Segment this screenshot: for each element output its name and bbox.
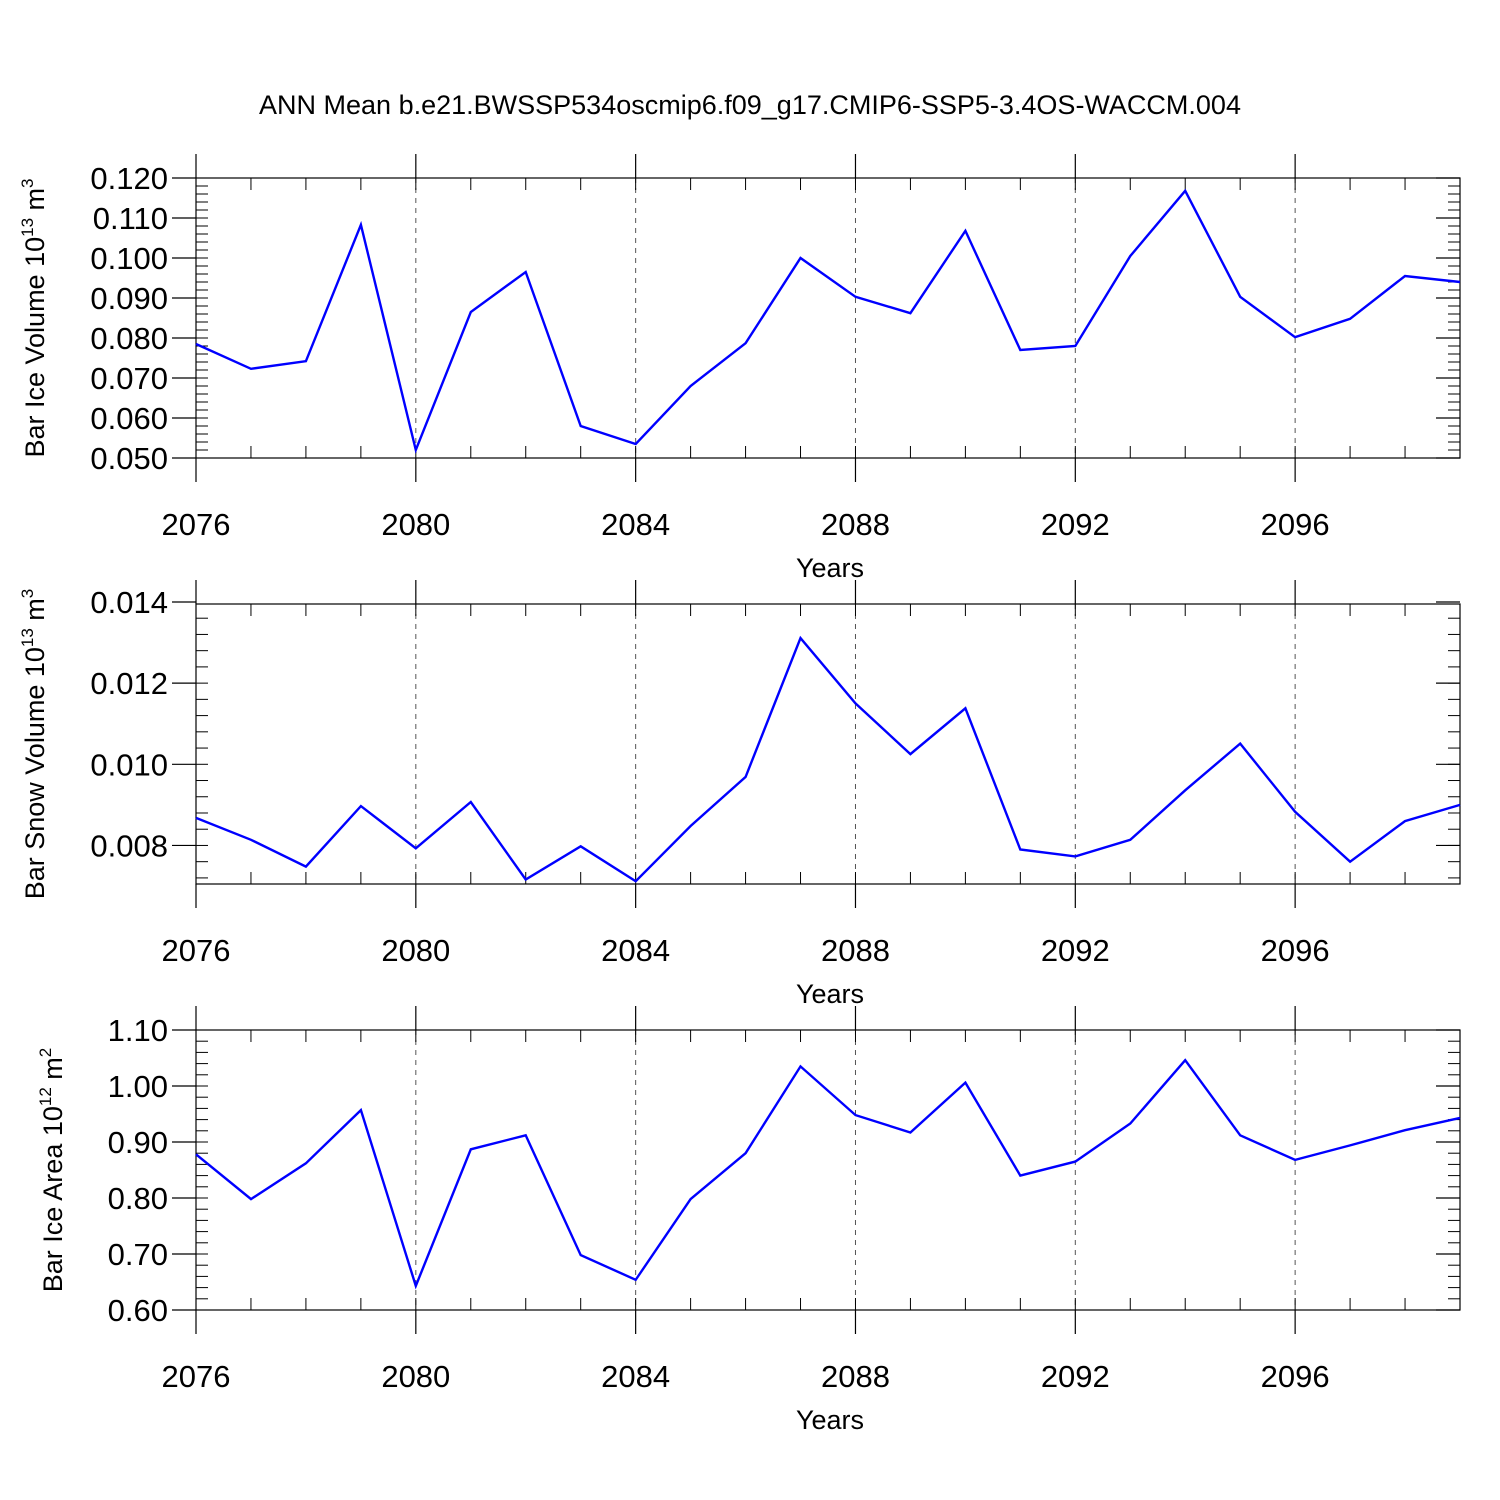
- y-tick-label: 0.70: [108, 1237, 168, 1272]
- y-axis-label-text: Bar Ice Volume 10: [20, 237, 50, 458]
- y-tick-label: 0.110: [93, 201, 168, 236]
- y-axis-label-superscript: 3: [18, 589, 37, 598]
- x-tick-label: 2080: [381, 933, 450, 968]
- y-tick-label: 0.060: [90, 401, 168, 436]
- y-tick-label: 1.00: [108, 1069, 168, 1104]
- y-axis-label-superscript: 3: [18, 178, 37, 187]
- x-tick-label: 2096: [1261, 1359, 1330, 1394]
- x-tick-label: 2080: [381, 507, 450, 542]
- y-tick-label: 0.80: [108, 1181, 168, 1216]
- y-axis-label-text: m: [38, 1057, 68, 1087]
- panel-2: 0.008 0.010 0.012 0.014 2076 2080 2084 2088 2092…: [18, 580, 1461, 1009]
- y-axis-label: Bar Snow Volume 1013 m3: [18, 589, 50, 900]
- y-axis-label-superscript: 2: [36, 1048, 55, 1057]
- y-axis-label: Bar Ice Volume 1013 m3: [18, 178, 50, 457]
- y-tick-label: 1.10: [108, 1013, 168, 1048]
- series-line: [195, 1058, 1461, 1290]
- panel-1: 0.050 0.060 0.070 0.080 0.090 0.100 0.110 0.120…: [18, 154, 1461, 583]
- y-tick-label: 0.90: [108, 1125, 168, 1160]
- x-tick-label: 2096: [1261, 507, 1330, 542]
- x-tick-label: 2084: [601, 933, 670, 968]
- y-axis-label-superscript: 13: [18, 218, 37, 237]
- y-axis-label-text: Bar Snow Volume 10: [20, 647, 50, 899]
- y-tick-label: 0.60: [108, 1293, 168, 1328]
- y-axis-label-text: m: [20, 598, 50, 628]
- x-tick-label: 2076: [162, 507, 231, 542]
- y-tick-label: 0.012: [90, 666, 168, 701]
- x-tick-label: 2092: [1041, 507, 1110, 542]
- x-tick-label: 2084: [601, 1359, 670, 1394]
- x-axis-label: Years: [796, 979, 864, 1009]
- y-tick-label: 0.100: [90, 241, 168, 276]
- x-tick-label: 2092: [1041, 933, 1110, 968]
- x-tick-label: 2096: [1261, 933, 1330, 968]
- y-axis-label-text: m: [20, 188, 50, 218]
- y-axis-label-text: Bar Ice Area 10: [38, 1106, 68, 1292]
- y-tick-label: 0.008: [90, 828, 168, 863]
- y-tick-label: 0.090: [90, 281, 168, 316]
- x-axis-label: Years: [796, 553, 864, 583]
- x-tick-label: 2084: [601, 507, 670, 542]
- chart-title: ANN Mean b.e21.BWSSP534oscmip6.f09_g17.C…: [259, 90, 1241, 120]
- y-tick-label: 0.120: [90, 161, 168, 196]
- x-tick-label: 2080: [381, 1359, 450, 1394]
- x-tick-label: 2076: [162, 933, 231, 968]
- x-tick-label: 2092: [1041, 1359, 1110, 1394]
- x-tick-label: 2088: [821, 507, 890, 542]
- x-tick-label: 2088: [821, 1359, 890, 1394]
- y-axis-label: Bar Ice Area 1012 m2: [36, 1048, 68, 1293]
- y-tick-label: 0.010: [90, 747, 168, 782]
- y-axis-label-superscript: 13: [18, 628, 37, 647]
- panels: 0.050 0.060 0.070 0.080 0.090 0.100 0.110 0.120…: [18, 154, 1461, 1435]
- series-line: [195, 188, 1461, 454]
- y-axis-label-superscript: 12: [36, 1087, 55, 1106]
- y-tick-label: 0.080: [90, 321, 168, 356]
- panel-3: 0.60 0.70 0.80 0.90 1.00 1.10 2076 2080 2084 2088…: [36, 1006, 1461, 1435]
- y-tick-label: 0.070: [90, 361, 168, 396]
- y-tick-label: 0.014: [90, 585, 168, 620]
- x-tick-label: 2088: [821, 933, 890, 968]
- plot-frame: [195, 603, 1461, 885]
- x-tick-label: 2076: [162, 1359, 231, 1394]
- x-axis-label: Years: [796, 1405, 864, 1435]
- y-tick-label: 0.050: [90, 441, 168, 476]
- series-line: [195, 635, 1461, 883]
- plot-frame: [195, 177, 1461, 459]
- plot-frame: [195, 1029, 1461, 1311]
